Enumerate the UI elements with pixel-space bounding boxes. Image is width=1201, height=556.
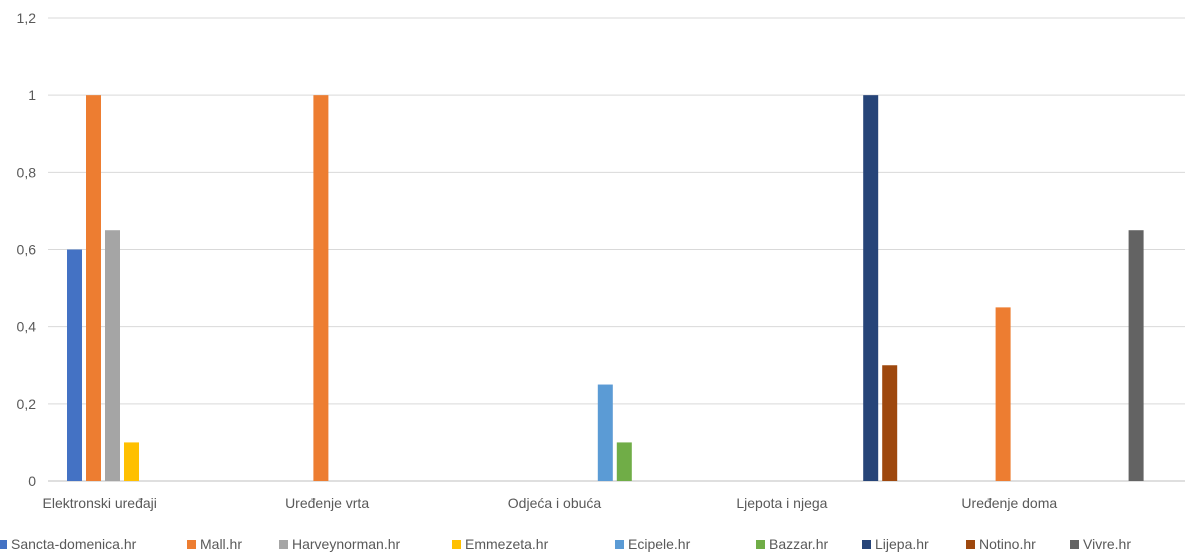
- bar-harveynorman-hr: [105, 230, 120, 481]
- x-category-label: Uređenje vrta: [285, 495, 369, 511]
- bar-mall-hr: [86, 95, 101, 482]
- y-axis: 0 0,2 0,4 0,6 0,8 1 1,2: [17, 10, 37, 489]
- bar-ecipele-hr: [597, 384, 613, 481]
- bar-sancta-domenica-hr: [67, 249, 82, 481]
- y-tick-label: 0: [28, 473, 36, 489]
- legend-label: Harveynorman.hr: [292, 536, 400, 552]
- legend-item: Emmezeta.hr: [452, 536, 549, 552]
- legend-item: Sancta-domenica.hr: [0, 536, 137, 552]
- bar-mall-hr: [313, 95, 329, 482]
- y-tick-label: 1: [28, 87, 36, 103]
- y-tick-label: 0,6: [17, 242, 37, 258]
- bar-mall-hr: [995, 307, 1011, 481]
- bar-vivre-hr: [1128, 230, 1144, 481]
- legend-label: Mall.hr: [200, 536, 242, 552]
- x-axis: Elektronski uređaji Uređenje vrta Odjeća i…: [43, 495, 1058, 511]
- legend-label: Bazzar.hr: [769, 536, 828, 552]
- legend-swatch: [756, 540, 765, 549]
- legend-label: Notino.hr: [979, 536, 1036, 552]
- legend-swatch: [279, 540, 288, 549]
- x-category-label: Ljepota i njega: [736, 495, 827, 511]
- legend-swatch: [1070, 540, 1079, 549]
- y-tick-label: 0,8: [17, 164, 37, 180]
- legend-swatch: [966, 540, 975, 549]
- legend-label: Sancta-domenica.hr: [11, 536, 137, 552]
- bar-emmezeta-hr: [124, 442, 139, 481]
- legend-item: Vivre.hr: [1070, 536, 1131, 552]
- x-category-label: Uređenje doma: [961, 495, 1057, 511]
- x-category-label: Odjeća i obuća: [508, 495, 602, 511]
- y-tick-label: 0,2: [17, 396, 37, 412]
- bars: [67, 95, 1144, 482]
- legend-item: Mall.hr: [187, 536, 242, 552]
- legend-label: Ecipele.hr: [628, 536, 691, 552]
- legend-swatch: [862, 540, 871, 549]
- legend-label: Lijepa.hr: [875, 536, 929, 552]
- legend-label: Vivre.hr: [1083, 536, 1131, 552]
- bar-notino-hr: [882, 365, 898, 481]
- y-tick-label: 1,2: [17, 10, 37, 26]
- y-tick-label: 0,4: [17, 319, 37, 335]
- legend-swatch: [452, 540, 461, 549]
- bar-bazzar-hr: [616, 442, 632, 481]
- legend-item: Bazzar.hr: [756, 536, 828, 552]
- legend-swatch: [615, 540, 624, 549]
- legend-item: Ecipele.hr: [615, 536, 691, 552]
- x-category-label: Elektronski uređaji: [43, 495, 157, 511]
- legend-item: Lijepa.hr: [862, 536, 929, 552]
- legend-label: Emmezeta.hr: [465, 536, 549, 552]
- legend-item: Notino.hr: [966, 536, 1036, 552]
- legend: Sancta-domenica.hr Mall.hr Harveynorman.hr…: [0, 536, 1131, 552]
- legend-swatch: [0, 540, 7, 549]
- bar-lijepa-hr: [863, 95, 879, 482]
- legend-swatch: [187, 540, 196, 549]
- legend-item: Harveynorman.hr: [279, 536, 400, 552]
- gridlines: [48, 17, 1185, 482]
